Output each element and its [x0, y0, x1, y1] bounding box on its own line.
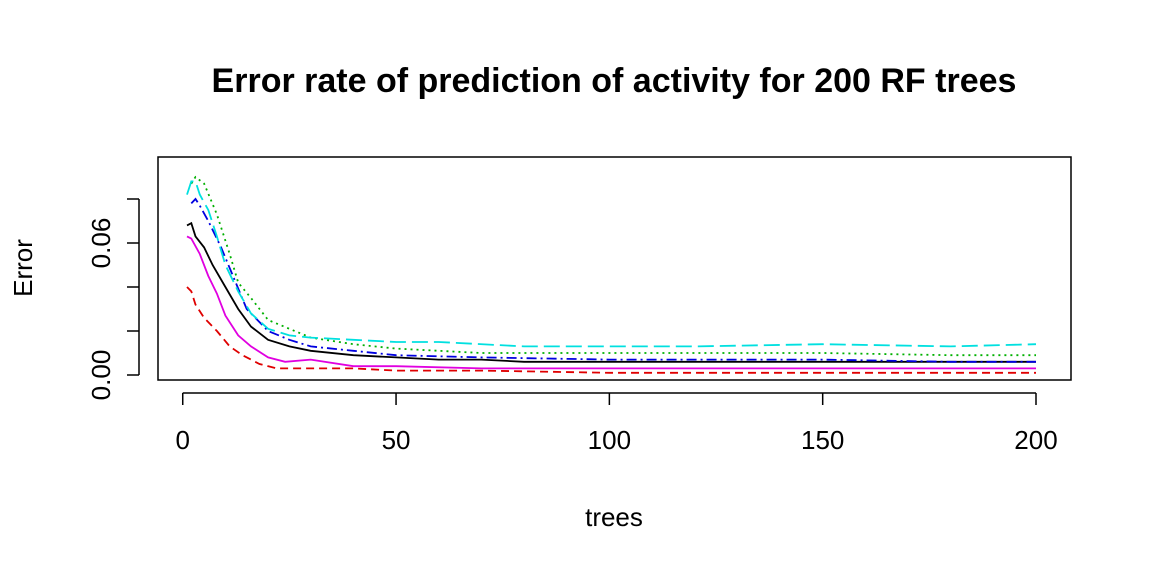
x-tick-label: 200 — [1014, 425, 1057, 455]
x-axis-label: trees — [585, 502, 643, 532]
series-line-c1 — [186, 286, 1036, 374]
series-layer — [186, 175, 1037, 374]
series-line-c5 — [186, 235, 1036, 370]
series-line-c3 — [190, 197, 1036, 363]
y-tick-label: 0.06 — [86, 218, 116, 269]
x-tick-label: 100 — [588, 425, 631, 455]
chart-title: Error rate of prediction of activity for… — [212, 62, 1017, 100]
series-line-c4 — [186, 180, 1037, 348]
x-axis: 0 50 100 150 200 — [175, 392, 1058, 455]
series-line-oob — [186, 221, 1036, 363]
y-axis-label: Error — [8, 239, 38, 297]
series-line-c2 — [190, 175, 1036, 357]
y-tick-label: 0.00 — [86, 350, 116, 401]
y-axis: 0.00 0.06 — [86, 198, 140, 401]
x-tick-label: 150 — [801, 425, 844, 455]
x-tick-label: 50 — [382, 425, 411, 455]
x-tick-label: 0 — [175, 425, 189, 455]
plot-frame — [157, 156, 1072, 381]
